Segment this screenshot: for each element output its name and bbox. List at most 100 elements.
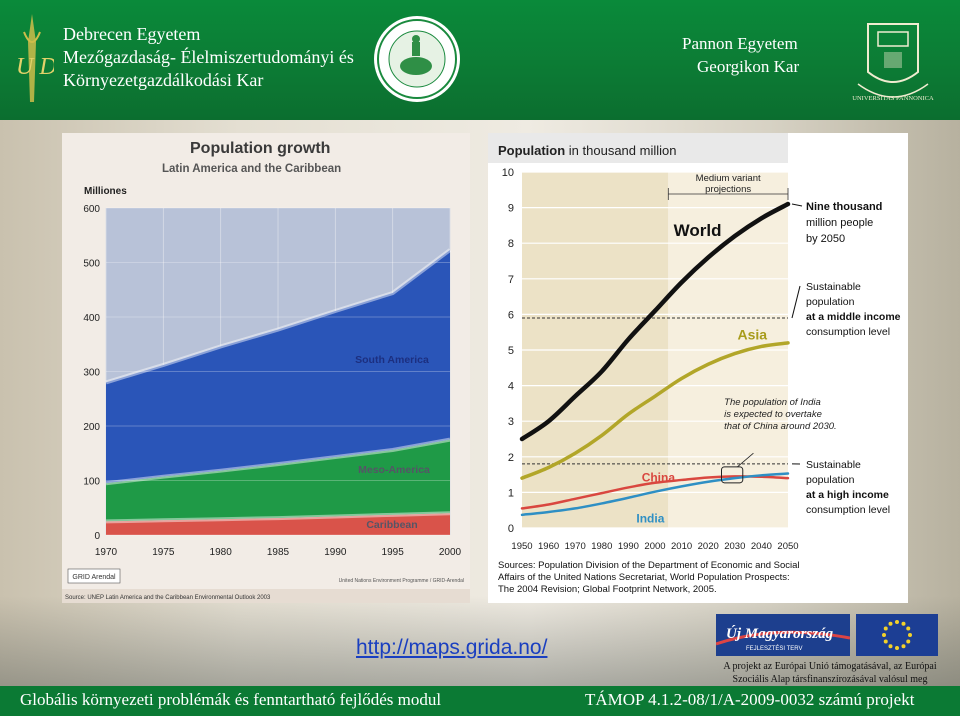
series-line-asia — [520, 341, 790, 480]
footer-module-title: Globális környezeti problémák és fenntar… — [20, 690, 442, 709]
chart-latin-america: Caribbean Meso-America South America 0 100 20… — [62, 133, 470, 603]
footer-bar: Globális környezeti problémák és fenntar… — [0, 686, 960, 716]
series-label: Caribbean — [366, 519, 417, 531]
reference-label: population — [806, 296, 855, 308]
x-tick-label: 2020 — [698, 541, 719, 552]
header-bar: U D Debrecen Egyetem Mezőgazdaság- Élelm… — [0, 0, 960, 120]
grid-arendal-logo — [67, 568, 121, 584]
projection-label-line2: projections — [705, 184, 751, 195]
x-tick-label: 1970 — [95, 547, 118, 558]
annotation-india: is expected to overtake — [724, 409, 822, 420]
x-tick-label: 1990 — [324, 547, 347, 558]
reference-label: consumption level — [806, 504, 890, 516]
eu-star — [906, 639, 911, 644]
y-tick-label: 9 — [508, 203, 514, 215]
series-label: South America — [355, 354, 429, 366]
chart-source: Source: UNEP Latin America and the Carib… — [65, 595, 271, 601]
title-rest: in thousand million — [565, 143, 676, 158]
source-bar — [62, 589, 470, 603]
y-tick-label: 2 — [508, 452, 514, 464]
y-tick-label: 0 — [94, 531, 100, 542]
reference-label: at a high income — [806, 489, 889, 501]
y-axis-label: Milliones — [84, 186, 127, 197]
area-south-america — [106, 249, 450, 484]
x-tick-label: 1950 — [511, 541, 532, 552]
y-tick-label: 10 — [502, 167, 514, 179]
grid-arendal-logo-text: GRID Arendal — [72, 574, 116, 581]
reference-label: Sustainable — [806, 459, 861, 471]
annotation-2050: million people — [806, 217, 873, 229]
y-tick-label: 7 — [508, 274, 514, 286]
x-tick-label: 2040 — [751, 541, 772, 552]
y-tick-label: 8 — [508, 238, 514, 250]
x-tick-label: 1970 — [565, 541, 586, 552]
chart-left-panel: Caribbean Meso-America South America 0 100 20… — [62, 133, 470, 603]
crossover-pointer — [737, 452, 754, 468]
y-tick-label: 5 — [508, 345, 514, 357]
reference-arrow — [791, 285, 801, 319]
x-tick-label: 2000 — [439, 547, 462, 558]
x-tick-label: 1995 — [382, 547, 405, 558]
area-edge — [105, 248, 452, 385]
eu-star — [908, 633, 912, 637]
x-tick-label: 1980 — [210, 547, 233, 558]
series-line-world — [519, 201, 791, 442]
chart-subtitle: Latin America and the Caribbean — [162, 163, 341, 175]
y-tick-label: 100 — [83, 477, 100, 488]
y-tick-label: 0 — [508, 523, 514, 535]
funding-note: A projekt az Európai Unió támogatásával,… — [710, 660, 950, 686]
header-left-line1: Debrecen Egyetem — [63, 24, 201, 44]
y-tick-label: 200 — [83, 422, 100, 433]
annotation-india: that of China around 2030. — [724, 421, 837, 432]
eu-star — [888, 644, 893, 649]
eu-star — [895, 620, 899, 624]
area-meso-america — [106, 439, 450, 522]
annotation-2050: Nine thousand — [806, 201, 882, 213]
crossover-box — [721, 466, 744, 484]
x-tick-label: 2010 — [671, 541, 692, 552]
eu-flag-logo — [856, 614, 938, 656]
pannon-seal: UNIVERSITAS PANNONICA — [852, 23, 934, 102]
reference-label: at a middle income — [806, 311, 901, 323]
header-left-line3: Környezetgazdálkodási Kar — [63, 70, 264, 90]
annotation-india: The population of India — [724, 397, 821, 408]
pannon-seal-text: UNIVERSITAS PANNONICA — [852, 95, 934, 102]
x-tick-label: 1985 — [267, 547, 290, 558]
y-tick-label: 4 — [508, 381, 514, 393]
series-label-china: China — [642, 471, 676, 485]
reference-label: population — [806, 474, 855, 486]
x-tick-label: 2000 — [644, 541, 665, 552]
eu-star — [901, 621, 906, 626]
eu-star — [883, 626, 888, 631]
eu-star — [888, 621, 893, 626]
y-tick-label: 1 — [508, 487, 514, 499]
series-label-world: World — [674, 221, 722, 240]
y-tick-label: 400 — [83, 313, 100, 324]
reference-label: consumption level — [806, 326, 890, 338]
y-tick-label: 300 — [83, 368, 100, 379]
x-tick-label: 1975 — [152, 547, 175, 558]
ud-logo-text: U D — [16, 54, 54, 80]
x-tick-label: 2030 — [724, 541, 745, 552]
eu-star — [895, 646, 899, 650]
uj-magyarorszag-logo: Új Magyarország FEJLESZTÉSI TERV — [716, 614, 850, 656]
series-label-india: India — [636, 512, 664, 526]
chart-title: Population in thousand million — [498, 143, 676, 158]
faculty-seal — [374, 16, 460, 102]
chart-source: The 2004 Revision; Global Footprint Netw… — [498, 584, 717, 595]
header-left-line2: Mezőgazdaság- Élelmiszertudományi és — [63, 47, 354, 67]
area-caribbean — [106, 513, 450, 535]
eu-star — [906, 626, 911, 631]
area-edge — [105, 511, 451, 524]
title-bar — [488, 133, 788, 163]
grida-link[interactable]: http://maps.grida.no/ — [356, 636, 548, 659]
x-tick-label: 1990 — [618, 541, 639, 552]
annotation-2050-arrow — [791, 203, 803, 207]
eu-star — [882, 633, 886, 637]
projection-label-line1: Medium variant — [696, 173, 761, 184]
footer-project-id: TÁMOP 4.1.2-08/1/A-2009-0032 számú proje… — [585, 690, 915, 709]
area-edge — [105, 437, 451, 486]
header-right-line1: Pannon Egyetem — [682, 34, 798, 53]
x-tick-label: 1980 — [591, 541, 612, 552]
